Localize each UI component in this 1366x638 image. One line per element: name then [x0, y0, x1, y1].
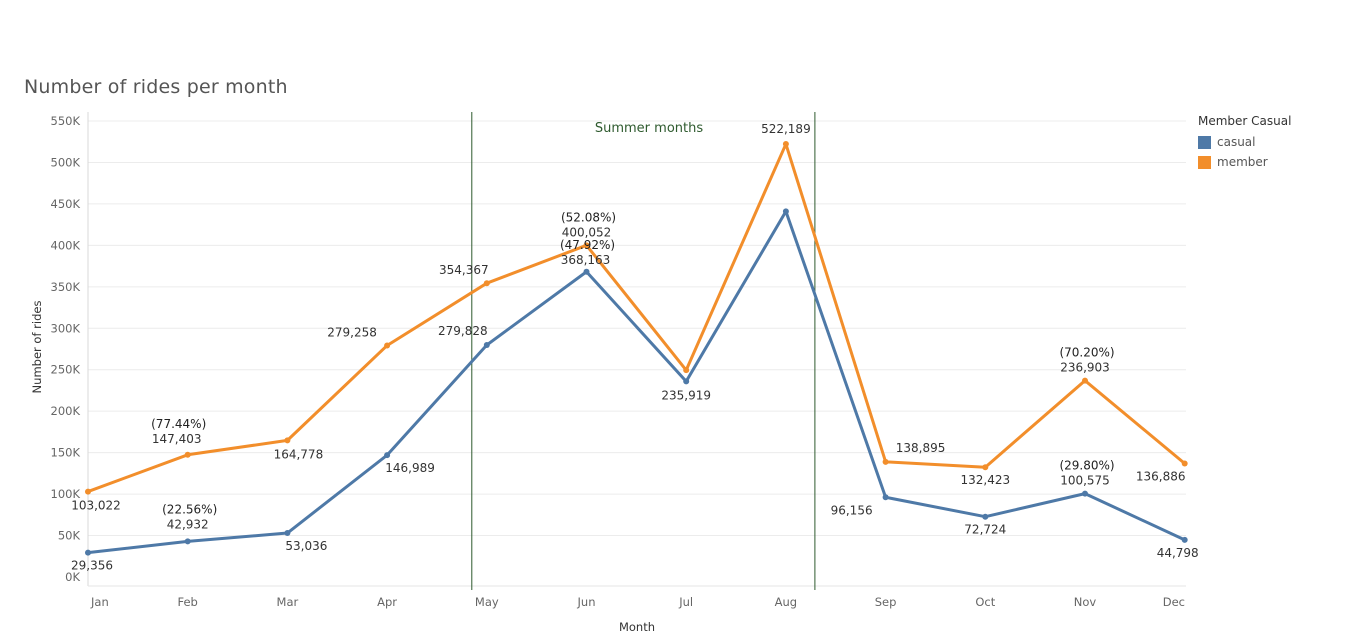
x-tick-label: Dec: [1163, 595, 1185, 609]
legend-label-casual: casual: [1217, 135, 1256, 149]
percent-label-casual: (29.80%): [1059, 459, 1114, 473]
legend-item-member[interactable]: member: [1198, 152, 1291, 172]
y-tick-label: 550K: [51, 114, 81, 128]
data-point-member: [683, 367, 690, 374]
x-tick-label: Jun: [577, 595, 596, 609]
percent-label-casual: (22.56%): [162, 502, 217, 516]
legend-label-member: member: [1217, 155, 1268, 169]
y-axis-title: Number of rides: [30, 301, 44, 394]
y-tick-label: 50K: [58, 529, 81, 543]
data-labels: 29,356 42,932(22.56%) 53,036 146,989 279,828…: [71, 122, 1199, 573]
data-label-member: 164,778: [274, 447, 324, 461]
x-tick-label: Apr: [377, 595, 397, 609]
data-point-member: [782, 141, 789, 148]
data-point-member: [583, 242, 590, 249]
x-tick-label: Oct: [975, 595, 995, 609]
y-tick-label: 150K: [51, 446, 81, 460]
data-label-casual: 29,356: [71, 559, 113, 573]
x-tick-label: May: [475, 595, 499, 609]
data-label-casual: 279,828: [438, 324, 488, 338]
series-lines: [85, 141, 1188, 556]
summer-label: Summer months: [595, 121, 703, 136]
data-point-member: [483, 280, 490, 287]
data-point-casual: [284, 530, 291, 537]
x-tick-label: Aug: [775, 595, 797, 609]
y-tick-label: 500K: [51, 155, 81, 169]
x-tick-label: Mar: [277, 595, 299, 609]
data-label-casual: 235,919: [661, 388, 711, 402]
y-tick-label: 100K: [51, 487, 81, 501]
data-label-member: 279,258: [327, 325, 377, 339]
data-point-casual: [85, 549, 91, 556]
x-tick-label: Jul: [678, 595, 693, 609]
data-label-casual: 42,932: [167, 517, 209, 531]
data-point-member: [284, 437, 291, 444]
data-point-member: [384, 342, 391, 349]
data-label-member: 138,895: [896, 441, 946, 455]
data-label-casual: 96,156: [831, 503, 873, 517]
legend-swatch-casual: [1198, 135, 1211, 149]
data-point-member: [1181, 460, 1188, 467]
data-label-casual: 146,989: [385, 461, 435, 475]
data-label-casual: 44,798: [1157, 546, 1199, 560]
data-label-member: 132,423: [960, 473, 1010, 487]
percent-label-casual: (47.92%): [560, 238, 615, 252]
data-label-member: 147,403: [152, 432, 202, 446]
y-tick-label: 300K: [51, 321, 81, 335]
data-label-member: 236,903: [1060, 361, 1110, 375]
data-point-casual: [782, 208, 789, 215]
data-point-member: [882, 458, 889, 465]
x-tick-label: Nov: [1074, 595, 1097, 609]
data-point-casual: [384, 452, 391, 459]
data-point-casual: [483, 341, 490, 348]
data-label-member: 136,886: [1136, 470, 1186, 484]
x-tick-label: Jan: [90, 595, 109, 609]
data-label-casual: 53,036: [285, 539, 327, 553]
data-label-member: 400,052: [562, 225, 612, 239]
y-tick-label: 0K: [65, 570, 80, 584]
x-tick-label: Feb: [178, 595, 198, 609]
x-axis-title: Month: [619, 620, 655, 634]
y-tick-label: 350K: [51, 280, 81, 294]
y-tick-label: 400K: [51, 238, 81, 252]
summer-annotation: Summer months: [471, 112, 816, 590]
data-point-member: [1082, 377, 1088, 384]
chart-title: Number of rides per month: [24, 76, 288, 98]
axes: 0K 50K 100K 150K 200K 250K 300K 350K 400K 450K 500…: [30, 112, 1186, 634]
legend-item-casual[interactable]: casual: [1198, 132, 1291, 152]
data-label-casual: 100,575: [1060, 474, 1110, 488]
data-point-casual: [982, 513, 989, 520]
legend-swatch-member: [1198, 155, 1211, 169]
x-tick-label: Sep: [875, 595, 897, 609]
series-line-member: [86, 142, 1187, 494]
data-point-member: [982, 464, 989, 471]
percent-label-member: (70.20%): [1059, 346, 1114, 360]
data-point-casual: [184, 538, 191, 545]
y-tick-label: 200K: [51, 404, 81, 418]
percent-label-member: (77.44%): [151, 417, 206, 431]
y-tick-label: 250K: [51, 363, 81, 377]
series-line-casual: [86, 209, 1187, 555]
data-point-casual: [1082, 490, 1088, 497]
data-point-member: [184, 451, 191, 458]
data-point-member: [85, 488, 91, 495]
y-tick-label: 450K: [51, 197, 81, 211]
data-point-casual: [882, 494, 889, 501]
data-label-member: 354,367: [439, 263, 489, 277]
legend: Member Casual casual member: [1198, 114, 1291, 172]
percent-label-member: (52.08%): [561, 210, 616, 224]
data-point-casual: [583, 268, 590, 275]
legend-title: Member Casual: [1198, 114, 1292, 128]
data-label-casual: 368,163: [561, 253, 611, 267]
data-label-member: 103,022: [71, 499, 121, 513]
data-point-casual: [1181, 536, 1188, 543]
data-point-casual: [683, 378, 690, 385]
data-label-member: 522,189: [761, 122, 811, 136]
data-label-casual: 72,724: [964, 523, 1006, 537]
